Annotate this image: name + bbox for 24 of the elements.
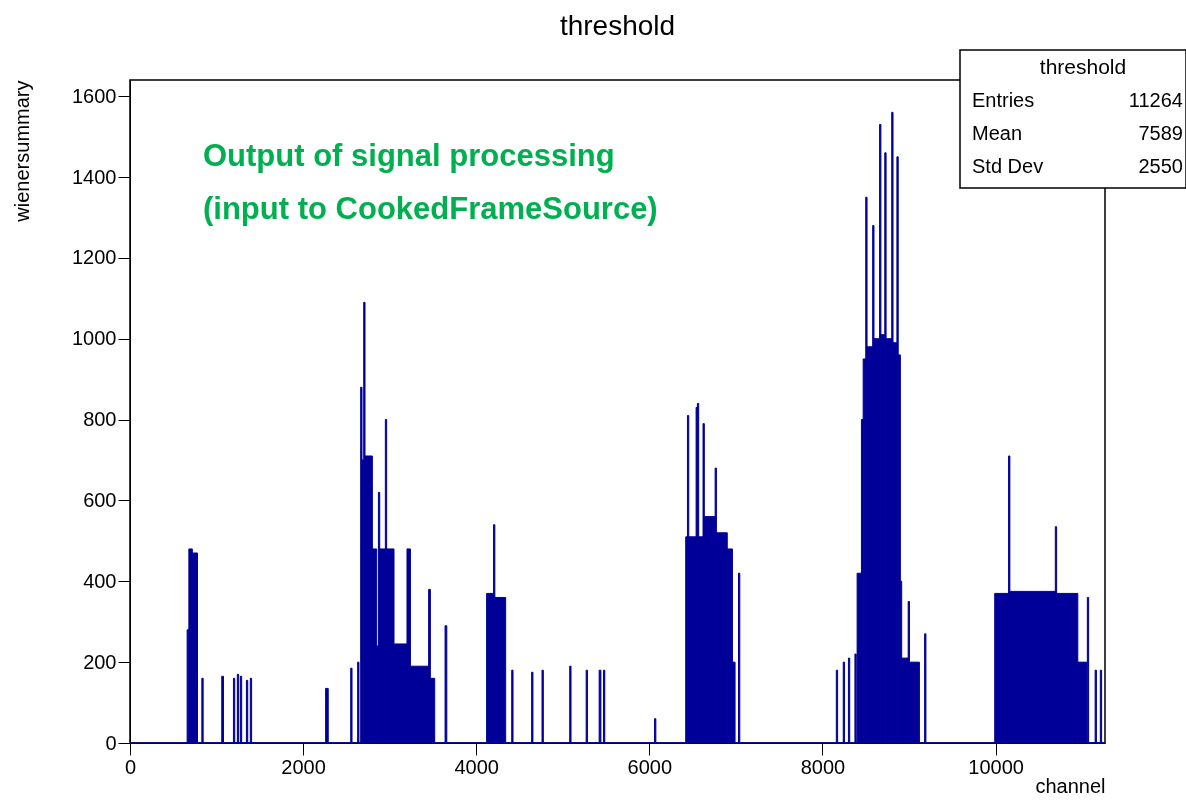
y-tick-label: 200	[83, 650, 117, 673]
text: Entries 11264	[972, 89, 1183, 111]
x-tick-label: 10000	[968, 755, 1024, 778]
y-tick-label: 1600	[72, 84, 117, 107]
y-tick-label: 1000	[72, 327, 117, 350]
annotation: Output of signal processing	[203, 138, 615, 173]
text: Mean 7589	[972, 122, 1183, 144]
y-tick-label: 1200	[72, 246, 117, 269]
chart-title: threshold	[559, 10, 676, 42]
y-axis-title: wienersummary	[10, 80, 33, 223]
x-tick-label: 8000	[800, 755, 846, 778]
x-tick-label: 6000	[627, 755, 673, 778]
y-tick-label: 0	[105, 731, 117, 754]
y-tick-label: 400	[83, 569, 117, 592]
x-axis-title: channel	[1035, 774, 1106, 797]
text: threshold	[1039, 55, 1127, 78]
text: Std Dev 2550	[972, 155, 1183, 177]
annotation: (input to CookedFrameSource)	[203, 191, 658, 226]
y-tick-label: 600	[83, 488, 117, 511]
y-tick-label: 1400	[72, 165, 117, 188]
y-tick-label: 800	[83, 408, 117, 431]
x-tick-label: 0	[124, 755, 137, 778]
x-tick-label: 2000	[281, 755, 326, 778]
x-tick-label: 4000	[454, 755, 499, 778]
